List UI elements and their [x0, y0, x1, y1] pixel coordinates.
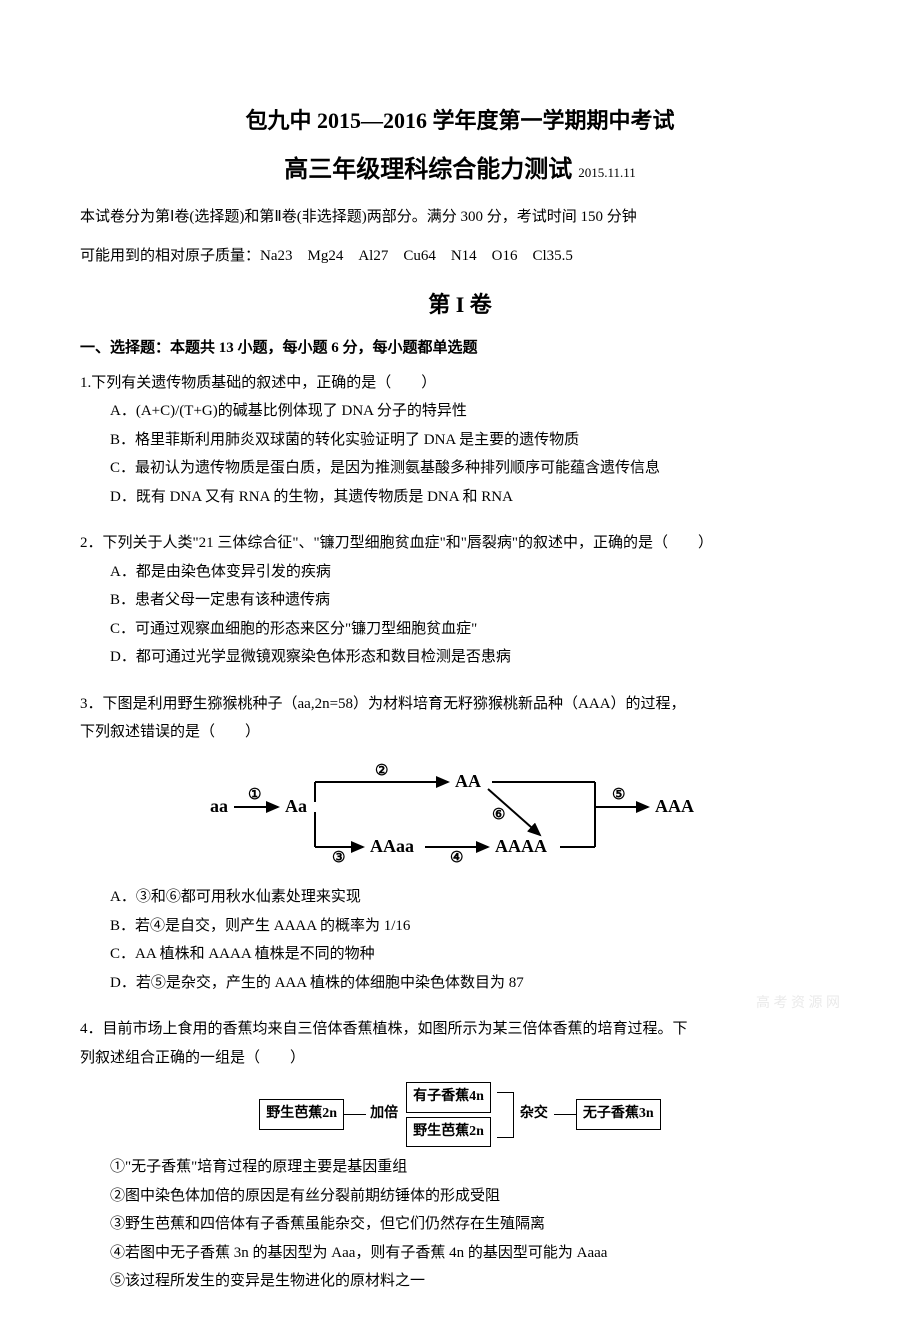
q4-sub-5: ⑤该过程所发生的变异是生物进化的原材料之一 [110, 1267, 840, 1296]
q3-stem-2: 下列叙述错误的是（ ） [80, 718, 840, 747]
step-3-icon: ③ [332, 850, 345, 866]
q4-sub-2: ②图中染色体加倍的原因是有丝分裂前期纺锤体的形成受阻 [110, 1182, 840, 1211]
brace-icon [497, 1092, 514, 1138]
box-wild-2n: 野生芭蕉2n [259, 1099, 344, 1130]
q3-option-a: A．③和⑥都可用秋水仙素处理来实现 [110, 883, 840, 912]
intro-line-2: 可能用到的相对原子质量：Na23 Mg24 Al27 Cu64 N14 O16 … [80, 242, 840, 271]
box-3n: 无子香蕉3n [576, 1099, 661, 1130]
q2-option-a: A．都是由染色体变异引发的疾病 [110, 558, 840, 587]
q4-diagram: 野生芭蕉2n 加倍 有子香蕉4n 野生芭蕉2n [80, 1082, 840, 1147]
title-text: 高三年级理科综合能力测试 [284, 157, 572, 183]
part-1-heading: 一、选择题：本题共 13 小题，每小题 6 分，每小题都单选题 [80, 334, 840, 363]
q4-sub-3: ③野生芭蕉和四倍体有子香蕉虽能杂交，但它们仍然存在生殖隔离 [110, 1210, 840, 1239]
question-1: 1.下列有关遗传物质基础的叙述中，正确的是（ ） A．(A+C)/(T+G)的碱… [80, 369, 840, 512]
q4-stem-1: 4．目前市场上食用的香蕉均来自三倍体香蕉植株，如图所示为某三倍体香蕉的培育过程。… [80, 1015, 840, 1044]
node-AAAA: AAAA [495, 836, 547, 856]
node-AAA: AAA [655, 796, 694, 816]
dash-icon-2 [554, 1114, 576, 1115]
section-1-label: 第 I 卷 [80, 284, 840, 326]
exam-title-school: 包九中 2015—2016 学年度第一学期期中考试 [80, 100, 840, 142]
box-4n: 有子香蕉4n [406, 1082, 491, 1113]
dash-icon [344, 1114, 366, 1115]
q4-stem-2: 列叙述组合正确的一组是（ ） [80, 1044, 840, 1073]
node-AAaa: AAaa [370, 836, 414, 856]
step-5-icon: ⑤ [612, 787, 625, 803]
q3-stem-1: 3．下图是利用野生猕猴桃种子（aa,2n=58）为材料培育无籽猕猴桃新品种（AA… [80, 690, 840, 719]
box-wild-2n-b: 野生芭蕉2n [406, 1117, 491, 1148]
watermark-text: 高 考 资 源 网 [756, 991, 840, 1018]
q2-option-d: D．都可通过光学显微镜观察染色体形态和数目检测是否患病 [110, 643, 840, 672]
node-AA: AA [455, 771, 481, 791]
exam-title-main: 高三年级理科综合能力测试 2015.11.11 [80, 148, 840, 194]
step-double-label: 加倍 [370, 1101, 398, 1128]
q1-option-a: A．(A+C)/(T+G)的碱基比例体现了 DNA 分子的特异性 [110, 397, 840, 426]
q3-option-b: B．若④是自交，则产生 AAAA 的概率为 1/16 [110, 912, 840, 941]
step-4-icon: ④ [450, 850, 463, 866]
q1-option-b: B．格里菲斯利用肺炎双球菌的转化实验证明了 DNA 是主要的遗传物质 [110, 426, 840, 455]
step-cross-label: 杂交 [520, 1101, 548, 1128]
q1-stem: 1.下列有关遗传物质基础的叙述中，正确的是（ ） [80, 369, 840, 398]
exam-date: 2015.11.11 [578, 165, 636, 180]
q2-option-c: C．可通过观察血细胞的形态来区分"镰刀型细胞贫血症" [110, 615, 840, 644]
q4-sub-4: ④若图中无子香蕉 3n 的基因型为 Aaa，则有子香蕉 4n 的基因型可能为 A… [110, 1239, 840, 1268]
q4-sub-1: ①"无子香蕉"培育过程的原理主要是基因重组 [110, 1153, 840, 1182]
question-2: 2．下列关于人类"21 三体综合征"、"镰刀型细胞贫血症"和"唇裂病"的叙述中，… [80, 529, 840, 672]
q3-option-c: C．AA 植株和 AAAA 植株是不同的物种 [110, 940, 840, 969]
q2-option-b: B．患者父母一定患有该种遗传病 [110, 586, 840, 615]
step-1-icon: ① [248, 787, 261, 803]
node-Aa: Aa [285, 796, 307, 816]
q1-option-d: D．既有 DNA 又有 RNA 的生物，其遗传物质是 DNA 和 RNA [110, 483, 840, 512]
intro-line-1: 本试卷分为第Ⅰ卷(选择题)和第Ⅱ卷(非选择题)两部分。满分 300 分，考试时间… [80, 203, 840, 232]
step-6-icon: ⑥ [492, 807, 505, 823]
node-aa: aa [210, 796, 228, 816]
q3-option-d: D．若⑤是杂交，产生的 AAA 植株的体细胞中染色体数目为 87 [110, 969, 840, 998]
q1-option-c: C．最初认为遗传物质是蛋白质，是因为推测氨基酸多种排列顺序可能蕴含遗传信息 [110, 454, 840, 483]
question-4: 4．目前市场上食用的香蕉均来自三倍体香蕉植株，如图所示为某三倍体香蕉的培育过程。… [80, 1015, 840, 1296]
q3-diagram: aa Aa AA AAaa AAAA AAA ① ② [80, 757, 840, 878]
q2-stem: 2．下列关于人类"21 三体综合征"、"镰刀型细胞贫血症"和"唇裂病"的叙述中，… [80, 529, 840, 558]
question-3: 3．下图是利用野生猕猴桃种子（aa,2n=58）为材料培育无籽猕猴桃新品种（AA… [80, 690, 840, 998]
step-2-icon: ② [375, 763, 388, 779]
